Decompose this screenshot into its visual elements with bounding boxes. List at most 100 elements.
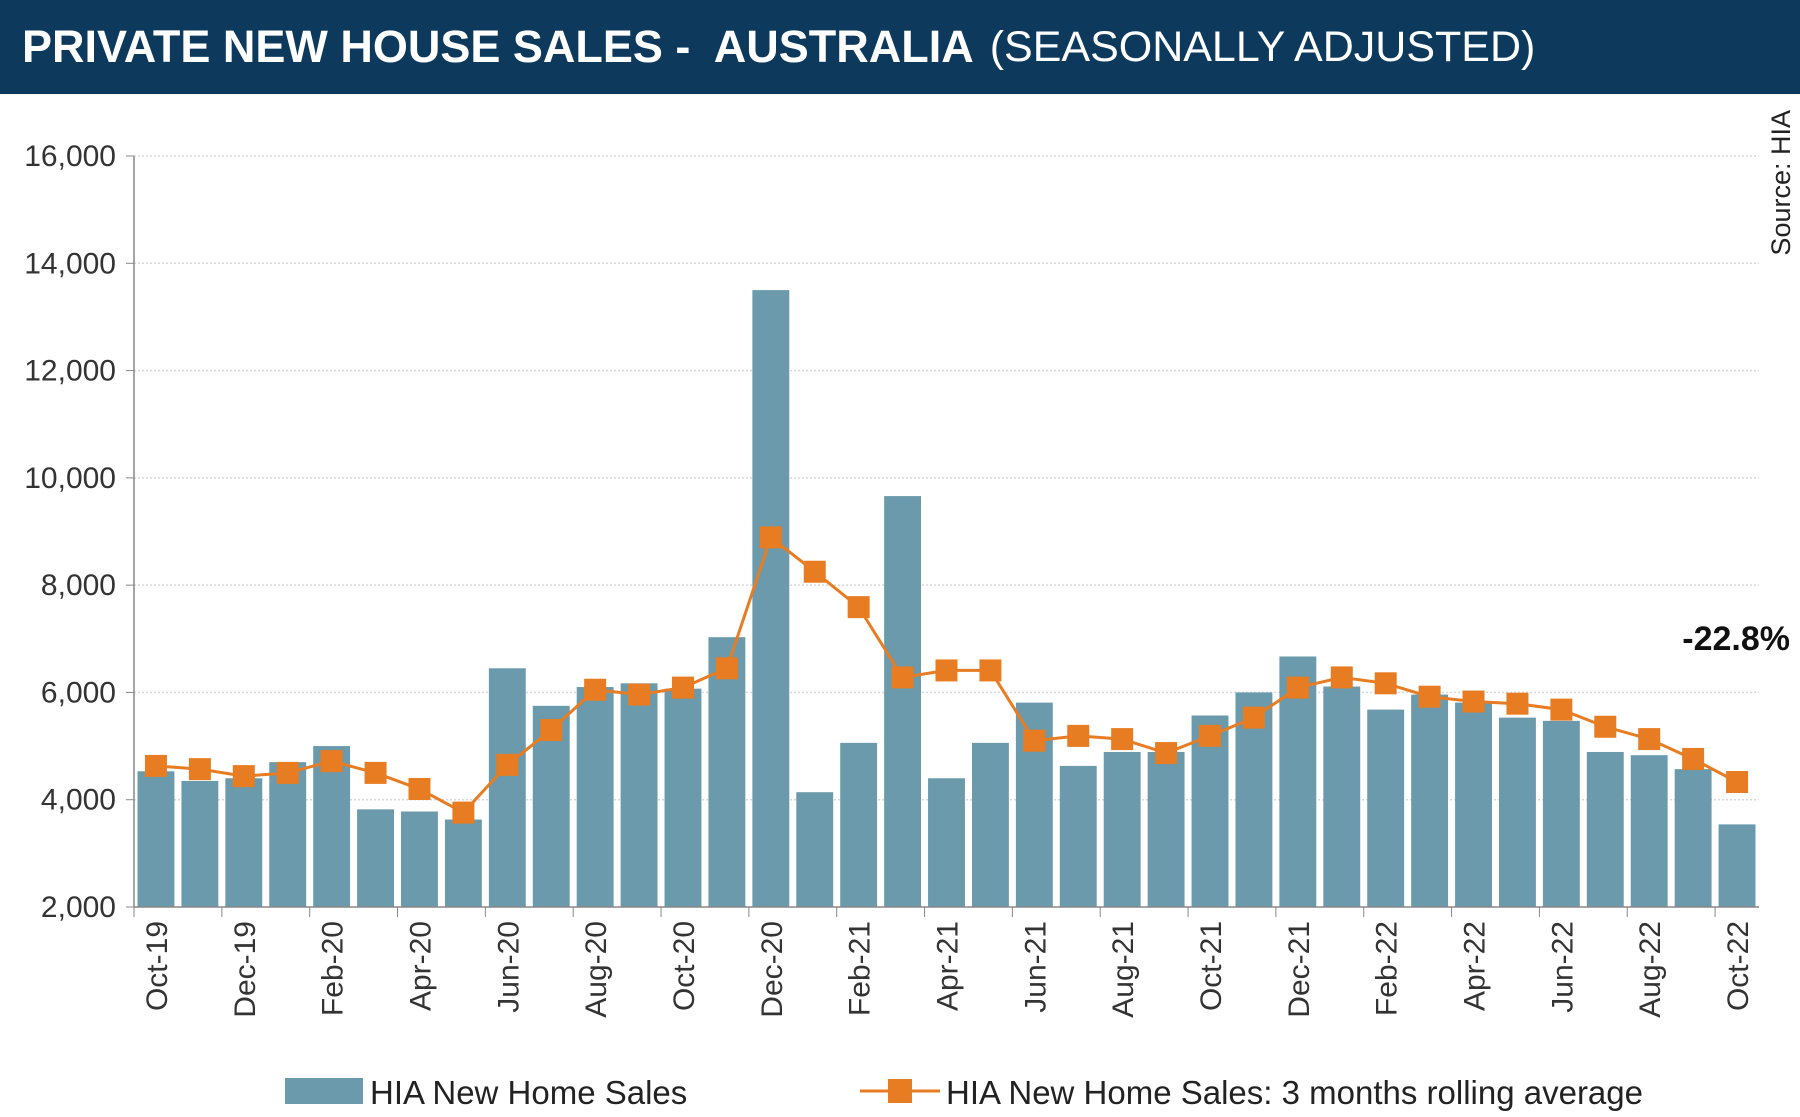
- bar: [664, 688, 702, 907]
- line-marker: [1506, 692, 1529, 715]
- x-tick-label: Jun-21: [1019, 921, 1052, 1013]
- bar: [1718, 824, 1756, 907]
- bar: [225, 778, 263, 907]
- bar: [971, 742, 1009, 907]
- line-marker: [671, 676, 694, 699]
- x-tick-label: Apr-20: [404, 921, 437, 1011]
- bar: [708, 637, 746, 907]
- bar: [796, 792, 834, 907]
- x-tick-label: Oct-21: [1195, 921, 1228, 1011]
- line-marker: [1330, 666, 1353, 689]
- bar: [840, 742, 878, 907]
- bar: [1586, 751, 1624, 907]
- line-marker: [715, 657, 738, 680]
- legend-line-label: HIA New Home Sales: 3 months rolling ave…: [946, 1074, 1643, 1111]
- y-tick-label: 16,000: [24, 140, 116, 173]
- line-marker: [276, 761, 299, 784]
- x-tick-label: Oct-19: [141, 921, 174, 1011]
- legend-bar-label: HIA New Home Sales: [370, 1074, 687, 1111]
- y-tick-label: 6,000: [41, 676, 116, 709]
- line-marker: [1374, 672, 1397, 695]
- x-tick-label: Apr-21: [932, 921, 965, 1011]
- line-marker: [759, 526, 782, 549]
- line-marker: [1111, 728, 1134, 751]
- y-tick-label: 2,000: [41, 891, 116, 924]
- line-marker: [1418, 685, 1441, 708]
- x-tick-label: Feb-21: [844, 921, 877, 1016]
- line-marker: [628, 683, 651, 706]
- bar: [357, 809, 394, 907]
- line-marker: [144, 754, 167, 777]
- bar: [1367, 709, 1405, 907]
- chart-subtitle: (SEASONALLY ADJUSTED): [989, 22, 1536, 71]
- bar: [1630, 755, 1668, 907]
- bar: [1147, 751, 1185, 907]
- line-marker: [232, 765, 255, 788]
- chart-header: PRIVATE NEW HOUSE SALES - AUSTRALIA (SEA…: [0, 0, 1800, 94]
- x-tick-label: Dec-19: [229, 921, 262, 1018]
- bar: [269, 762, 307, 907]
- line-marker: [452, 801, 475, 824]
- y-tick-label: 4,000: [41, 784, 116, 817]
- bar: [928, 778, 965, 907]
- line-marker: [496, 753, 519, 776]
- bar: [401, 811, 438, 907]
- x-tick-label: Dec-20: [756, 921, 789, 1018]
- x-tick-label: Aug-21: [1107, 921, 1140, 1018]
- chart-title: PRIVATE NEW HOUSE SALES - AUSTRALIA: [22, 21, 974, 72]
- bar: [1499, 717, 1536, 907]
- line-marker: [847, 596, 870, 619]
- x-tick-label: Dec-21: [1283, 921, 1316, 1018]
- line-marker: [891, 666, 914, 689]
- line-marker: [1682, 747, 1705, 770]
- x-tick-label: Oct-20: [668, 921, 701, 1011]
- y-tick-label: 8,000: [41, 569, 116, 602]
- source-label: Source: HIA: [1766, 110, 1796, 256]
- bar: [1191, 715, 1229, 907]
- bar: [444, 819, 482, 907]
- x-tick-label: Jun-20: [492, 921, 525, 1013]
- legend-bar-swatch: [285, 1078, 363, 1104]
- legend: HIA New Home Sales HIA New Home Sales: 3…: [285, 1074, 1643, 1111]
- line-marker: [1638, 728, 1661, 751]
- bar: [752, 290, 790, 907]
- line-marker: [935, 659, 958, 682]
- bar: [576, 687, 614, 907]
- y-tick-label: 12,000: [24, 355, 116, 388]
- line-marker: [1726, 771, 1749, 794]
- x-tick-label: Jun-22: [1546, 921, 1579, 1013]
- bar: [620, 683, 658, 907]
- change-annotation: -22.8%: [1682, 620, 1790, 658]
- legend-line-marker: [888, 1079, 912, 1103]
- line-marker: [1286, 676, 1309, 699]
- bar: [137, 771, 175, 907]
- line-marker: [1594, 715, 1617, 738]
- line-marker: [188, 758, 211, 781]
- bar: [1542, 720, 1580, 907]
- bar: [1411, 694, 1449, 907]
- line-marker: [584, 678, 607, 701]
- bar: [1103, 751, 1141, 907]
- line-marker: [1067, 724, 1090, 747]
- bar: [1323, 686, 1361, 907]
- y-tick-label: 14,000: [24, 247, 116, 280]
- line-marker: [979, 659, 1002, 682]
- bar: [1455, 702, 1492, 907]
- line-marker: [1155, 742, 1178, 765]
- bar: [884, 496, 922, 907]
- x-tick-label: Oct-22: [1722, 921, 1755, 1011]
- line-marker: [1550, 698, 1573, 721]
- line-marker: [320, 750, 343, 773]
- line-marker: [803, 560, 826, 583]
- bar: [1674, 769, 1712, 907]
- bar: [181, 780, 219, 907]
- y-tick-label: 10,000: [24, 462, 116, 495]
- line-marker: [364, 761, 387, 784]
- line-marker: [1242, 706, 1265, 729]
- line-marker: [1462, 690, 1485, 713]
- line-marker: [1023, 729, 1046, 752]
- x-tick-label: Aug-22: [1634, 921, 1667, 1018]
- x-tick-label: Feb-22: [1371, 921, 1404, 1016]
- bar: [488, 668, 526, 907]
